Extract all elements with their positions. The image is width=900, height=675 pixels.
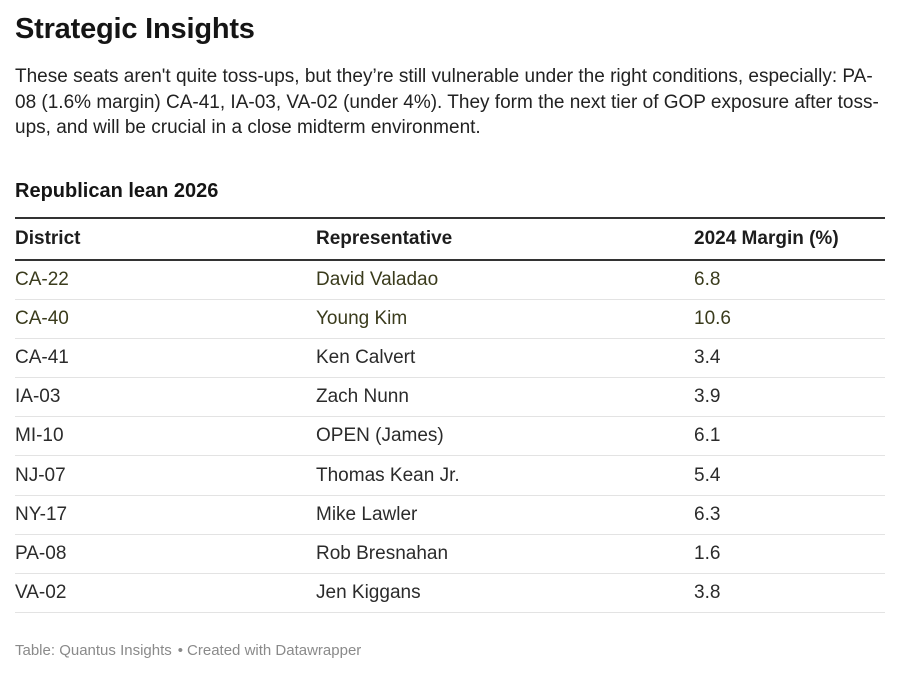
column-header-representative: Representative xyxy=(316,219,694,261)
cell-margin: 1.6 xyxy=(694,534,885,575)
cell-representative: David Valadao xyxy=(316,260,694,300)
cell-representative: Thomas Kean Jr. xyxy=(316,455,694,496)
source-note: Table: Quantus Insights xyxy=(15,642,172,659)
cell-district: CA-41 xyxy=(15,338,316,379)
cell-representative: OPEN (James) xyxy=(316,416,694,457)
column-header-district: District xyxy=(15,219,316,261)
cell-district: CA-22 xyxy=(15,260,316,300)
table-row: MI-10 OPEN (James) 6.1 xyxy=(15,416,885,457)
table-row: NY-17 Mike Lawler 6.3 xyxy=(15,495,885,535)
cell-margin: 6.1 xyxy=(694,416,885,457)
table-header-row: District Representative 2024 Margin (%) xyxy=(15,219,885,261)
cell-margin: 3.4 xyxy=(694,338,885,379)
cell-margin: 10.6 xyxy=(694,299,885,339)
table-row: NJ-07 Thomas Kean Jr. 5.4 xyxy=(15,455,885,496)
page-description: These seats aren't quite toss-ups, but t… xyxy=(15,66,879,138)
cell-representative: Mike Lawler xyxy=(316,495,694,535)
table-row: VA-02 Jen Kiggans 3.8 xyxy=(15,573,885,614)
table-row: IA-03 Zach Nunn 3.9 xyxy=(15,377,885,418)
page-title: Strategic Insights xyxy=(15,13,255,45)
cell-representative: Rob Bresnahan xyxy=(316,534,694,575)
cell-margin: 6.3 xyxy=(694,495,885,535)
cell-representative: Zach Nunn xyxy=(316,377,694,418)
cell-district: PA-08 xyxy=(15,534,316,575)
cell-district: MI-10 xyxy=(15,416,316,457)
data-table-container: District Representative 2024 Margin (%) … xyxy=(15,217,885,614)
data-table: District Representative 2024 Margin (%) … xyxy=(15,219,885,614)
table-row: CA-41 Ken Calvert 3.4 xyxy=(15,338,885,379)
cell-district: VA-02 xyxy=(15,573,316,614)
table-row: CA-40 Young Kim 10.6 xyxy=(15,299,885,339)
column-header-margin: 2024 Margin (%) xyxy=(694,219,885,261)
credit-link[interactable]: Created with Datawrapper xyxy=(187,642,362,659)
table-heading: Republican lean 2026 xyxy=(15,180,219,202)
table-row: CA-22 David Valadao 6.8 xyxy=(15,260,885,300)
cell-margin: 5.4 xyxy=(694,455,885,496)
cell-district: NY-17 xyxy=(15,495,316,535)
cell-district: IA-03 xyxy=(15,377,316,418)
cell-margin: 3.8 xyxy=(694,573,885,614)
cell-district: NJ-07 xyxy=(15,455,316,496)
cell-margin: 6.8 xyxy=(694,260,885,300)
cell-representative: Ken Calvert xyxy=(316,338,694,379)
footer-separator: • xyxy=(177,642,184,659)
footer: Table: Quantus Insights • Created with Dat… xyxy=(15,642,361,659)
cell-district: CA-40 xyxy=(15,299,316,339)
cell-representative: Young Kim xyxy=(316,299,694,339)
cell-representative: Jen Kiggans xyxy=(316,573,694,614)
table-row: PA-08 Rob Bresnahan 1.6 xyxy=(15,534,885,575)
cell-margin: 3.9 xyxy=(694,377,885,418)
